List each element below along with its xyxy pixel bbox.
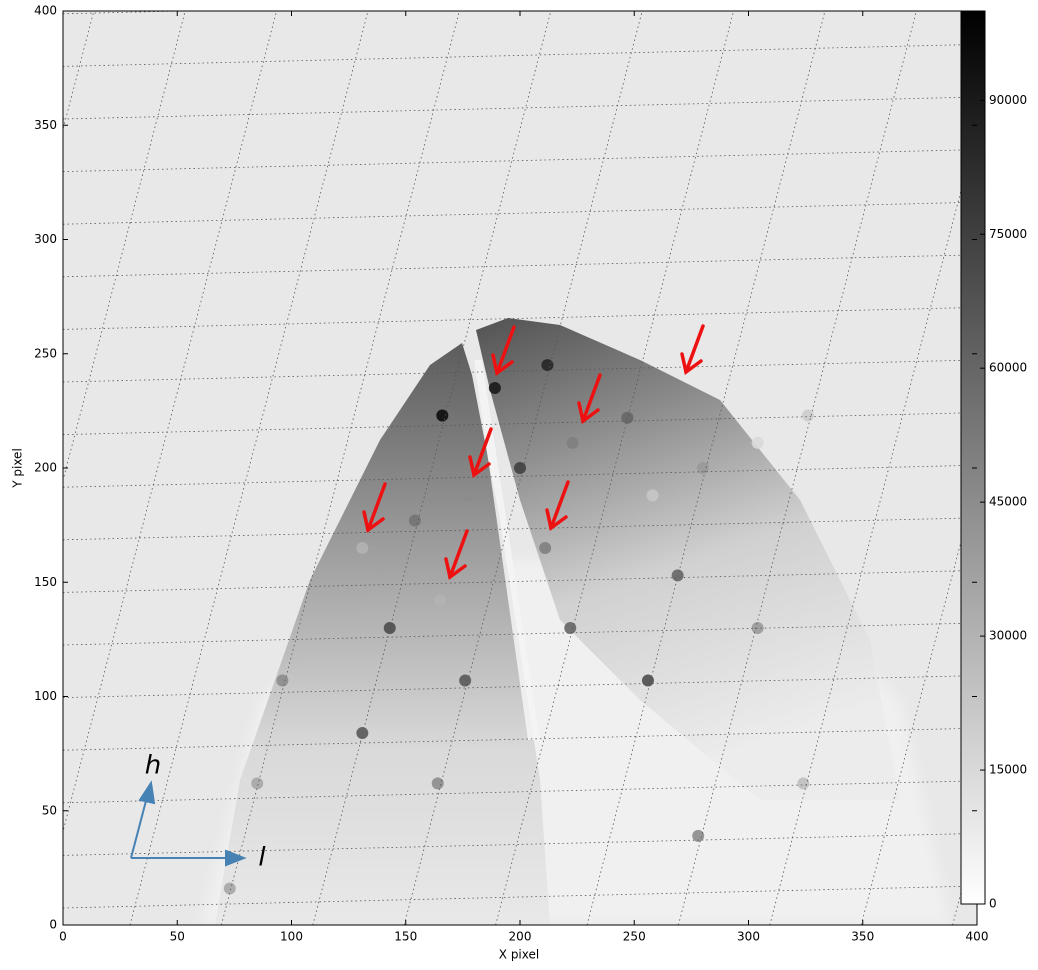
- lattice-line: [63, 359, 977, 383]
- x-tick-label: 50: [170, 930, 185, 944]
- y-tick-label: 150: [34, 575, 57, 589]
- x-tick-label: 350: [851, 930, 874, 944]
- annotation-h: h: [145, 751, 161, 781]
- y-tick-label: 300: [34, 232, 57, 246]
- colorbar-tick-label: 60000: [989, 361, 1027, 375]
- diffraction-spot: [751, 621, 764, 634]
- diffraction-spot: [251, 777, 264, 790]
- lattice-line: [63, 517, 977, 541]
- diffraction-spot: [356, 541, 369, 554]
- lattice-line: [0, 11, 2, 925]
- red-arrows: [362, 324, 705, 580]
- diffraction-spot: [776, 514, 789, 527]
- x-axis-label: X pixel: [499, 948, 539, 962]
- y-axis-label: Y pixel: [11, 448, 25, 489]
- diffraction-spot: [434, 594, 447, 607]
- lattice-line: [63, 149, 977, 172]
- scatter-fan-left: [215, 343, 550, 925]
- diffraction-spot: [696, 462, 709, 474]
- x-tick-label: 100: [280, 930, 303, 944]
- lattice-line: [63, 307, 977, 330]
- diffraction-spot: [356, 727, 369, 740]
- lattice-line: [63, 96, 977, 120]
- diffraction-spot: [539, 541, 552, 554]
- diffraction-spot: [751, 436, 764, 449]
- lattice-line: [63, 675, 977, 698]
- annotation-l: l: [258, 843, 266, 873]
- diffraction-spot: [488, 382, 501, 395]
- diffraction-spot: [797, 777, 810, 790]
- colorbar-tick-label: 45000: [989, 495, 1027, 509]
- diffraction-spot: [223, 882, 236, 895]
- colorbar-tick-label: 30000: [989, 629, 1027, 643]
- colorbar-tick-label: 90000: [989, 93, 1027, 107]
- streak: [474, 360, 540, 740]
- lattice-line: [63, 833, 977, 856]
- diffraction-spot: [459, 674, 472, 687]
- diffraction-spot: [461, 489, 474, 502]
- lattice-line: [63, 780, 977, 804]
- colorbar: [960, 10, 986, 905]
- x-tick-label: 0: [59, 930, 67, 944]
- y-tick-label: 50: [42, 803, 57, 817]
- diffraction-spot: [541, 359, 554, 372]
- lattice-line: [63, 570, 977, 593]
- colorbar-tick-label: 75000: [989, 227, 1027, 241]
- lattice-line: [63, 412, 977, 435]
- diffraction-spot: [692, 829, 705, 842]
- diffraction-spot: [276, 674, 289, 687]
- axes-arrows: [130, 780, 247, 867]
- y-tick-label: 200: [34, 461, 57, 475]
- lattice-line: [63, 622, 977, 646]
- diffraction-spot: [431, 777, 444, 790]
- diffraction-spot: [801, 409, 814, 422]
- lattice-line: [63, 885, 977, 909]
- x-tick-label: 400: [966, 930, 989, 944]
- x-tick-label: 150: [394, 930, 417, 944]
- diffraction-spot: [646, 489, 659, 502]
- lattice-line: [63, 254, 977, 278]
- y-tick-label: 0: [49, 918, 57, 932]
- diffraction-spot: [641, 674, 654, 687]
- diffraction-spot: [436, 409, 449, 422]
- lattice-line: [63, 201, 977, 225]
- colorbar-tick-label: 15000: [989, 763, 1027, 777]
- lattice-line: [63, 44, 977, 67]
- x-tick-label: 250: [623, 930, 646, 944]
- lattice-line: [63, 727, 977, 751]
- y-tick-label: 100: [34, 689, 57, 703]
- diffraction-spot: [564, 621, 577, 634]
- lattice-line: [63, 464, 977, 488]
- colorbar-tick-label: 0: [989, 897, 997, 911]
- y-tick-label: 400: [34, 4, 57, 18]
- x-tick-label: 300: [737, 930, 760, 944]
- diffraction-spot: [566, 436, 579, 449]
- diffraction-spot: [514, 462, 526, 474]
- x-tick-label: 200: [509, 930, 532, 944]
- y-tick-label: 250: [34, 346, 57, 360]
- scatter-fan-right: [476, 318, 900, 800]
- diffraction-spot: [621, 411, 634, 424]
- diffraction-spot: [408, 514, 421, 527]
- y-tick-label: 350: [34, 118, 57, 132]
